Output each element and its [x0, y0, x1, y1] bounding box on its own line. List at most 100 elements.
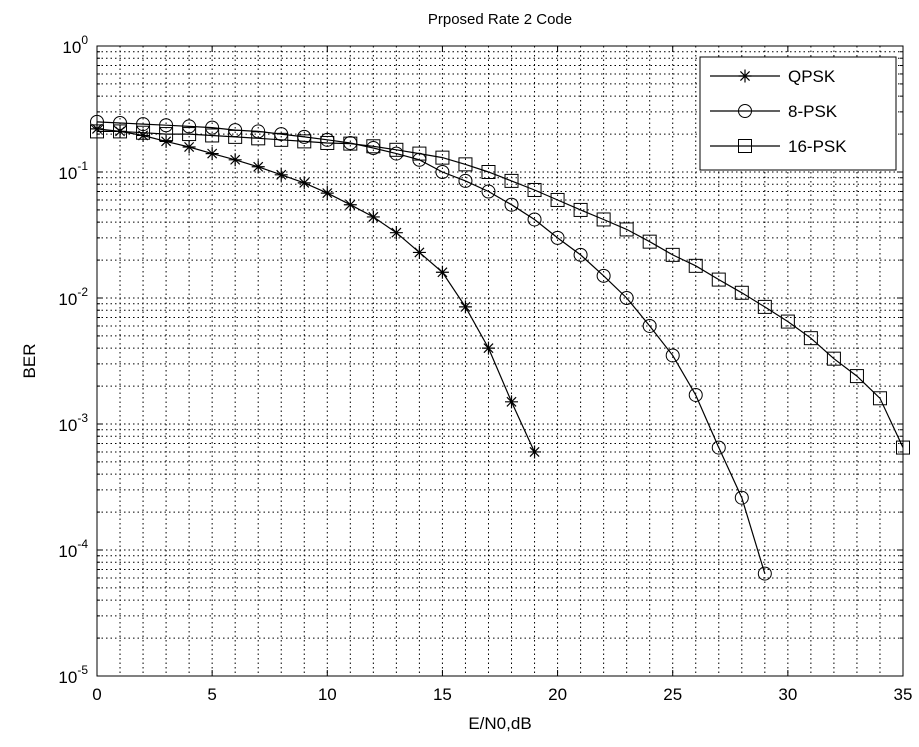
data-point: [573, 202, 588, 217]
data-point: [527, 182, 542, 197]
x-tick-label: 5: [207, 685, 216, 704]
data-point: [528, 445, 542, 459]
y-tick-label: 100: [62, 33, 88, 57]
data-point: [596, 268, 611, 283]
data-point: [159, 134, 173, 148]
data-point: [251, 131, 266, 146]
data-point: [205, 128, 220, 143]
axis-ticks: 0 5 10 15 20 25 30 35 100 10-1 10-2 10-3 10-4 10-5: [58, 33, 912, 704]
data-point: [665, 348, 680, 363]
data-point: [205, 147, 219, 161]
data-point: [872, 391, 887, 406]
data-point: [619, 291, 634, 305]
data-point: [435, 150, 450, 165]
data-point: [550, 192, 565, 207]
data-point: [182, 140, 196, 154]
data-point: [435, 265, 449, 279]
data-point: [297, 176, 311, 190]
data-point: [734, 285, 749, 300]
data-point: [711, 272, 726, 287]
x-tick-label: 25: [663, 685, 682, 704]
data-point: [505, 395, 519, 409]
data-point: [596, 212, 611, 227]
data-point: [757, 566, 772, 581]
data-point: [136, 128, 150, 142]
data-point: [619, 222, 634, 237]
data-point: [780, 314, 795, 329]
data-point: [642, 318, 657, 333]
data-point: [896, 440, 910, 455]
legend-marker: [738, 69, 752, 83]
data-point: [803, 331, 818, 346]
data-point: [665, 247, 680, 262]
legend-item: QPSK: [710, 67, 836, 86]
data-point: [757, 299, 772, 314]
data-point: [389, 226, 403, 240]
data-series: [90, 114, 910, 581]
chart-title: Prposed Rate 2 Code: [428, 11, 572, 28]
data-point: [711, 440, 726, 455]
data-point: [136, 125, 151, 140]
legend-item: 16-PSK: [710, 137, 847, 156]
x-tick-label: 35: [894, 685, 913, 704]
data-point: [182, 119, 197, 134]
data-point: [228, 153, 242, 167]
x-tick-label: 10: [318, 685, 337, 704]
y-tick-label: 10-3: [58, 411, 88, 435]
data-point: [458, 173, 473, 188]
data-point: [366, 139, 381, 154]
data-point: [550, 230, 565, 245]
data-point: [205, 120, 220, 135]
data-point: [412, 245, 426, 259]
series-line: [96, 128, 536, 453]
data-point: [458, 157, 473, 172]
data-point: [90, 114, 104, 129]
data-point: [343, 136, 358, 151]
x-tick-label: 20: [548, 685, 567, 704]
data-point: [481, 341, 495, 355]
data-point: [251, 160, 265, 174]
data-point: [274, 132, 289, 147]
y-tick-label: 10-5: [58, 663, 88, 687]
x-tick-label: 0: [92, 685, 101, 704]
y-tick-label: 10-2: [58, 285, 88, 309]
data-point: [343, 198, 357, 212]
data-point: [366, 210, 380, 224]
data-point: [688, 258, 703, 273]
data-point: [504, 197, 519, 212]
data-point: [136, 117, 151, 132]
data-point: [458, 300, 472, 314]
y-tick-label: 10-1: [58, 159, 88, 183]
legend-item: 8-PSK: [710, 102, 838, 121]
data-point: [159, 127, 174, 142]
series-16-psk: [90, 124, 910, 455]
legend-label: QPSK: [788, 67, 836, 86]
data-point: [320, 186, 334, 200]
x-tick-label: 15: [433, 685, 452, 704]
data-point: [113, 115, 128, 130]
series-line: [97, 130, 904, 448]
legend-marker: [738, 104, 752, 118]
data-point: [113, 124, 128, 139]
legend: QPSK 8-PSK 16-PSK: [699, 56, 897, 171]
data-point: [688, 387, 703, 402]
data-point: [481, 165, 496, 179]
data-point: [435, 165, 450, 179]
data-point: [389, 142, 404, 157]
data-point: [297, 134, 312, 149]
plot-frame: [96, 45, 904, 677]
data-point: [573, 247, 588, 262]
data-point: [412, 146, 427, 161]
legend-marker: [738, 139, 752, 153]
data-point: [228, 129, 243, 144]
y-axis-label: BER: [20, 344, 39, 379]
data-point: [734, 490, 749, 505]
data-point: [826, 351, 841, 366]
x-axis-label: E/N0,dB: [468, 714, 531, 733]
data-point: [504, 173, 519, 188]
legend-label: 16-PSK: [788, 137, 847, 156]
data-point: [481, 184, 496, 199]
data-point: [642, 234, 657, 249]
data-point: [159, 118, 174, 133]
